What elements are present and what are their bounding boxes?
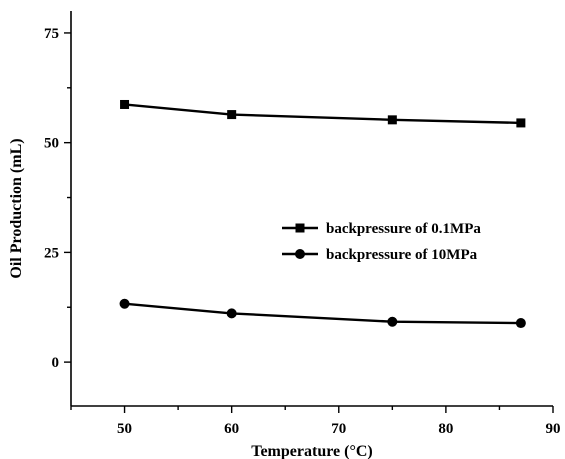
y-tick-label: 50 xyxy=(44,136,59,152)
data-point-circle xyxy=(295,249,305,259)
series-1 xyxy=(120,99,526,128)
x-tick-label: 50 xyxy=(117,421,132,437)
legend: backpressure of 0.1MPa backpressure of 10… xyxy=(282,221,481,263)
data-point-square xyxy=(516,118,526,128)
legend-label: backpressure of 10MPa xyxy=(326,247,478,263)
x-axis-title: Temperature (°C) xyxy=(251,443,372,459)
y-axis-title: Oil Production (mL) xyxy=(8,138,25,278)
legend-entry: backpressure of 0.1MPa xyxy=(282,221,481,237)
series-layer xyxy=(119,99,526,329)
data-point-circle xyxy=(515,318,526,329)
x-tick-label: 90 xyxy=(546,421,561,437)
legend-entry: backpressure of 10MPa xyxy=(282,247,478,263)
x-tick-label: 60 xyxy=(224,421,239,437)
series-line xyxy=(124,302,521,325)
y-tick-label: 0 xyxy=(52,355,60,371)
y-tick-label: 25 xyxy=(44,245,59,261)
x-tick-label: 80 xyxy=(438,421,453,437)
series-line xyxy=(124,103,521,125)
data-point-circle xyxy=(119,298,130,309)
data-point-circle xyxy=(226,308,237,319)
axes: 50 60 70 80 90 0 25 50 75 xyxy=(44,11,561,437)
data-point-square xyxy=(387,115,397,125)
series-2 xyxy=(119,298,526,329)
data-point-circle xyxy=(387,316,398,327)
y-tick-label: 75 xyxy=(44,26,59,42)
data-point-square xyxy=(227,110,237,120)
x-tick-label: 70 xyxy=(331,421,346,437)
data-point-square xyxy=(295,223,305,233)
legend-label: backpressure of 0.1MPa xyxy=(326,221,481,237)
data-point-square xyxy=(120,99,130,109)
